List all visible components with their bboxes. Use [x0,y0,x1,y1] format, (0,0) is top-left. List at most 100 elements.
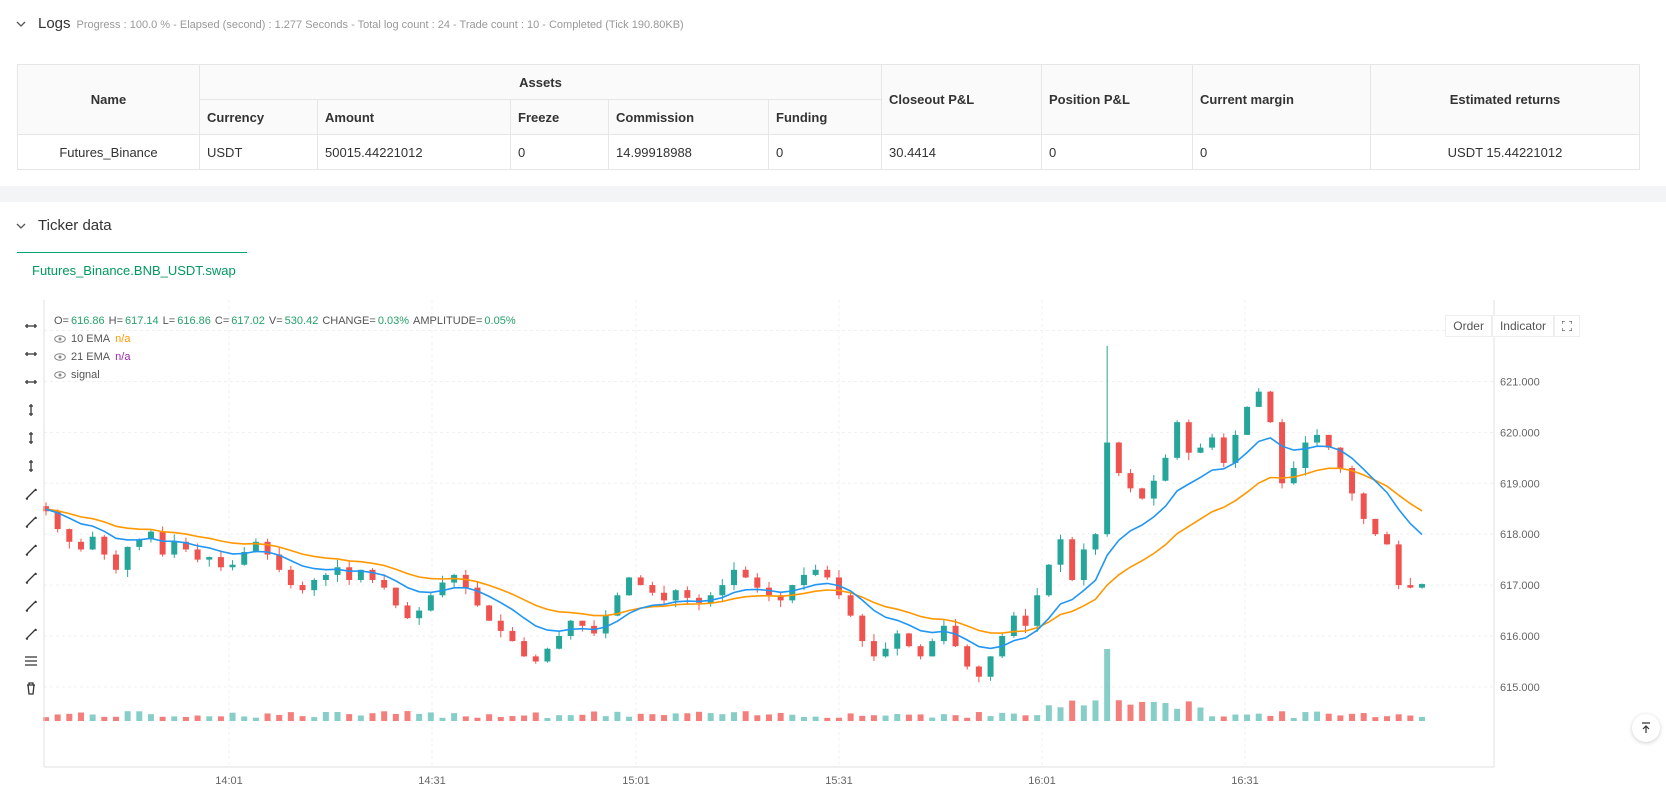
volume-bar [311,717,318,721]
ema10-label: 10 EMA [71,333,111,345]
header-funding: Funding [768,99,882,135]
volume-bar [1115,700,1122,721]
horizontal-ray-icon[interactable] [19,340,43,368]
volume-bar [1302,712,1309,721]
candle-body [369,569,376,580]
candle-body [1127,473,1134,489]
trendline-icon[interactable] [19,312,43,340]
vertical-line-icon[interactable] [19,396,43,424]
volume-bar [847,713,854,721]
candle-body [462,574,469,588]
candle-body [159,531,166,555]
ema21-legend[interactable]: 21 EMA n/a [54,348,520,366]
logs-header[interactable]: Logs Progress : 100.0 % - Elapsed (secon… [16,15,684,32]
tab-bnb-usdt-swap[interactable]: Futures_Binance.BNB_USDT.swap [17,252,247,287]
candle-body [1220,437,1227,463]
volume-bar [719,714,726,721]
candle-body [672,590,679,601]
volume-bar [1104,649,1111,721]
candle-body [1209,437,1216,448]
candle-body [136,539,143,547]
header-freeze: Freeze [510,99,609,135]
cell-current-margin: 0 [1192,134,1371,170]
x-tick-label: 16:31 [1231,775,1259,787]
candle-body [975,666,982,677]
chart-axes: 622.000621.000620.000619.000618.000617.0… [43,300,1540,787]
candle-body [1045,564,1052,596]
volume-bar [1185,701,1192,721]
candle-body [1034,595,1041,626]
volume-bar [451,713,458,721]
fib-retracement-icon[interactable] [19,648,43,674]
volume-bar [334,711,341,721]
candle-body [824,569,831,578]
candle-body [765,587,772,596]
delete-icon[interactable] [19,674,43,702]
volume-bar [591,711,598,721]
candle-body [696,597,703,603]
candle-body [334,567,341,575]
volume-bar [1022,715,1029,721]
ema10-legend[interactable]: 10 EMA n/a [54,330,520,348]
chevron-down-icon[interactable] [16,221,26,231]
candle-body [754,577,761,588]
candle-body [486,605,493,621]
ray-icon[interactable] [19,480,43,508]
signal-label: signal [71,369,100,381]
cell-currency: USDT [199,134,318,170]
candle-body [346,567,353,580]
candle-body [940,625,947,642]
volume-bar [917,714,924,721]
order-button[interactable]: Order [1445,315,1492,337]
ticker-header[interactable]: Ticker data [16,217,112,234]
signal-legend[interactable]: signal [54,366,520,384]
o-label: O= [54,315,69,327]
vertical-segment-icon[interactable] [19,452,43,480]
volume-bar [1057,707,1064,721]
volume-bar [952,715,959,721]
cell-position-pnl: 0 [1041,134,1193,170]
scroll-top-button[interactable] [1632,714,1660,742]
parallel-channel-icon[interactable] [19,592,43,620]
cell-closeout-pnl: 30.4414 [881,134,1042,170]
chart-buttons: Order Indicator [1445,315,1580,337]
volume-bar [1395,714,1402,721]
ema21-value: n/a [115,351,131,363]
eye-icon[interactable] [54,353,66,361]
extended-line-icon[interactable] [19,508,43,536]
candle-body [1139,488,1146,499]
chevron-down-icon[interactable] [16,19,26,29]
c-label: C= [214,315,230,327]
eye-icon[interactable] [54,371,66,379]
volume-bar [1384,716,1391,721]
pitchfork-icon[interactable] [19,620,43,648]
volume-bar [579,714,586,721]
candle-body [206,557,213,560]
indicator-button[interactable]: Indicator [1491,315,1554,337]
candle-body [416,610,423,619]
volume-bar [427,712,434,721]
candle-body [1290,468,1297,484]
l-label: L= [162,315,176,327]
candle-body [1197,447,1204,453]
low-value: 616.86 [177,315,211,327]
volume-bar [602,716,609,721]
candle-body [1395,544,1402,586]
candle-body [77,541,84,550]
candle-body [777,595,784,601]
horizontal-line-icon[interactable] [19,368,43,396]
x-tick-label: 15:01 [622,775,650,787]
amplitude-value: 0.05% [484,315,516,327]
volume-bar [462,716,469,721]
volume-bar [54,714,61,721]
fullscreen-button[interactable] [1554,315,1580,337]
price-range-icon[interactable] [19,564,43,592]
vertical-ray-icon[interactable] [19,424,43,452]
candle-body [661,592,668,601]
volume-bar [964,717,971,721]
eye-icon[interactable] [54,335,66,343]
chart-legend: O= 616.86 H= 617.14 L= 616.86 C= 617.02 V= 53… [54,312,520,384]
candlestick-chart[interactable]: 622.000621.000620.000619.000618.000617.0… [0,300,1666,804]
volume-bar [532,712,539,721]
arrow-line-icon[interactable] [19,536,43,564]
